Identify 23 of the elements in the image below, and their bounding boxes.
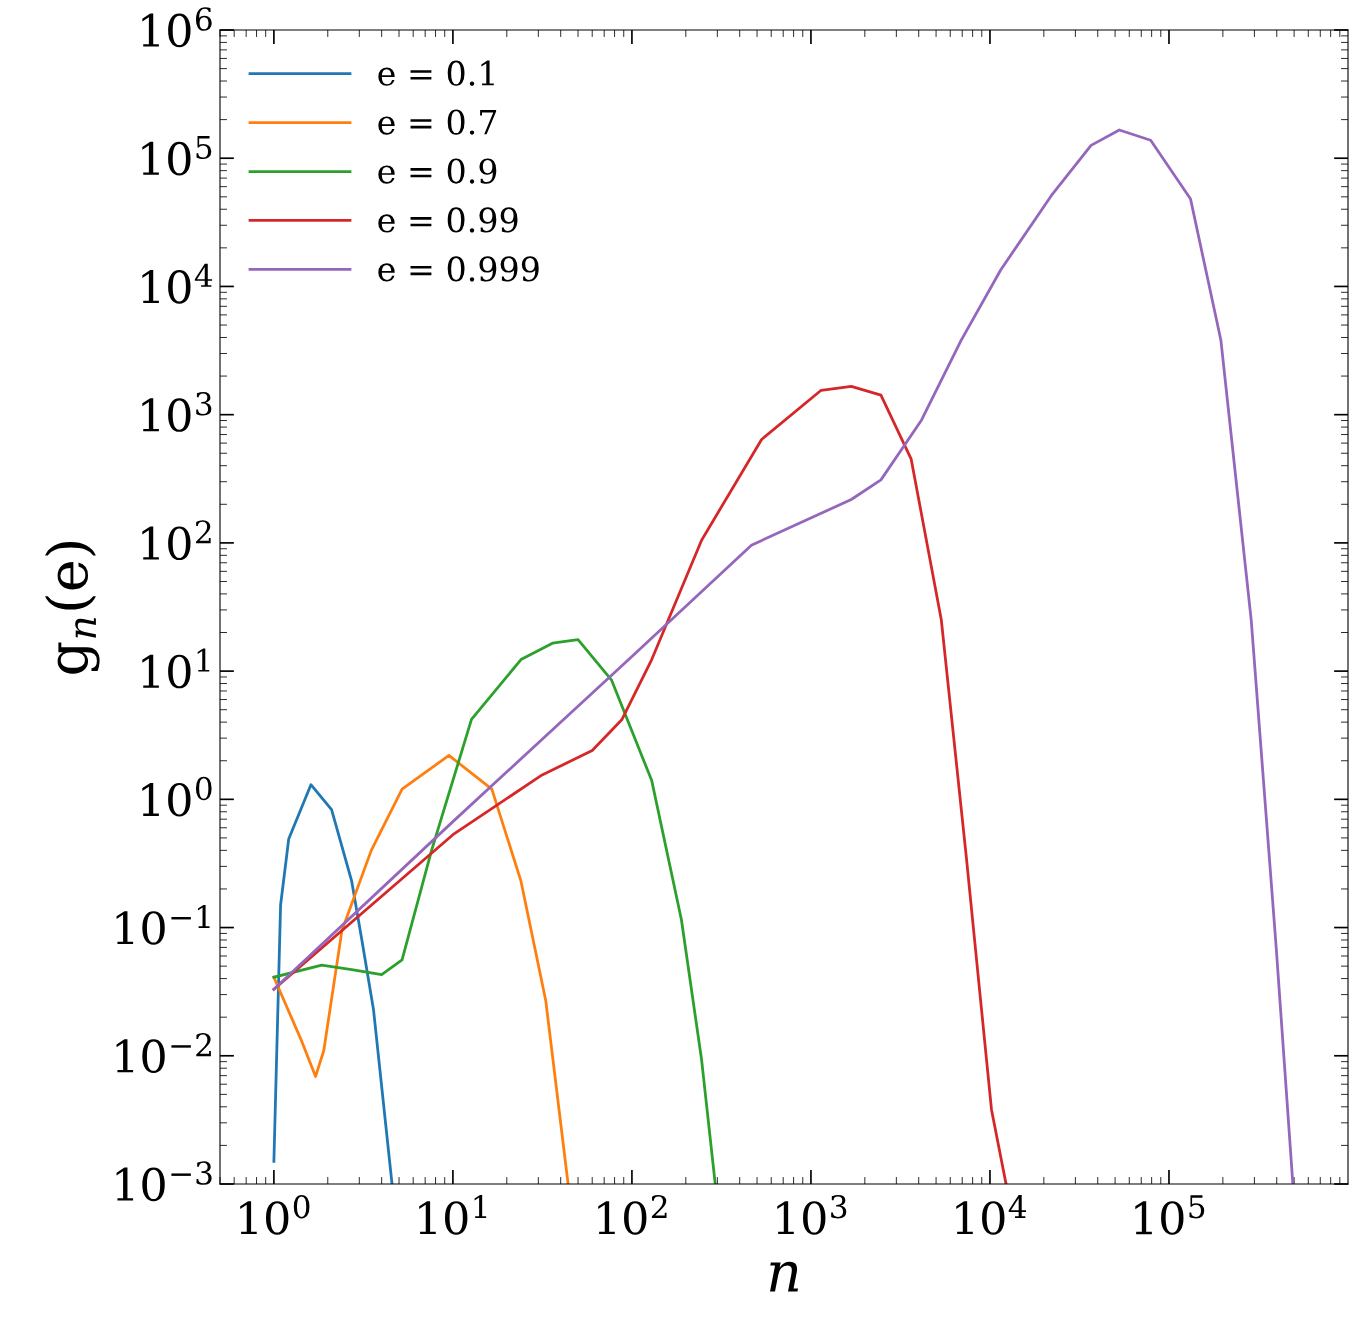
legend-label: e = 0.7 (378, 109, 497, 135)
y-tick-label: 10$^{1}$ (142, 648, 210, 689)
y-tick-label: 10$^{2}$ (142, 520, 211, 561)
x-tick-label: 10$^{2}$ (598, 1194, 667, 1235)
legend-label: e = 0.99 (378, 207, 518, 233)
y-tick-label: 10$^{−3}$ (116, 1161, 212, 1202)
y-tick-label: 10$^{−2}$ (116, 1033, 211, 1073)
legend-label: e = 0.1 (378, 60, 494, 86)
x-axis-title: n (770, 1261, 799, 1292)
legend-label: e = 0.9 (378, 158, 497, 184)
x-tick-label: 10$^{3}$ (777, 1194, 847, 1235)
x-tick-label: 10$^{5}$ (1135, 1195, 1205, 1235)
y-tick-label: 10$^{3}$ (142, 392, 212, 432)
y-tick-label: 10$^{5}$ (142, 136, 212, 176)
legend-label: e = 0.999 (378, 256, 539, 282)
y-tick-label: 10$^{4}$ (142, 263, 213, 304)
y-tick-label: 10$^{−1}$ (116, 904, 210, 945)
y-tick-label: 10$^{6}$ (142, 7, 212, 48)
x-tick-label: 10$^{0}$ (240, 1194, 310, 1235)
x-tick-label: 10$^{1}$ (419, 1194, 487, 1235)
y-axis-title: g$_{n}$(e) (45, 542, 100, 674)
y-tick-label: 10$^{0}$ (142, 776, 212, 817)
x-tick-label: 10$^{4}$ (956, 1194, 1027, 1235)
